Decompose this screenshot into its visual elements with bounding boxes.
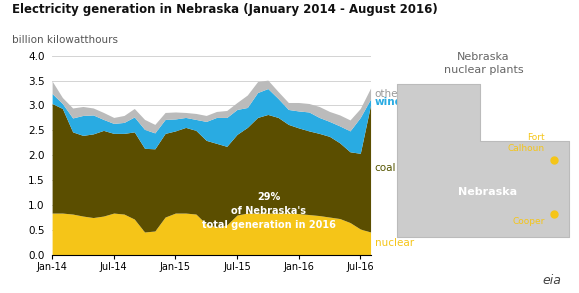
Text: coal: coal — [375, 163, 396, 173]
Text: Nebraska
nuclear plants: Nebraska nuclear plants — [444, 52, 523, 75]
Text: Electricity generation in Nebraska (January 2014 - August 2016): Electricity generation in Nebraska (Janu… — [12, 3, 437, 16]
Text: 29%
of Nebraska's
total generation in 2016: 29% of Nebraska's total generation in 20… — [201, 192, 336, 230]
Text: nuclear: nuclear — [375, 239, 414, 248]
Text: Nebraska: Nebraska — [458, 187, 517, 197]
Text: Fort
Calhoun: Fort Calhoun — [507, 133, 545, 153]
Text: eia: eia — [543, 274, 562, 287]
Text: wind: wind — [375, 97, 403, 107]
Text: other: other — [375, 88, 402, 98]
Text: billion kilowatthours: billion kilowatthours — [12, 35, 118, 45]
Text: Cooper: Cooper — [512, 217, 545, 226]
